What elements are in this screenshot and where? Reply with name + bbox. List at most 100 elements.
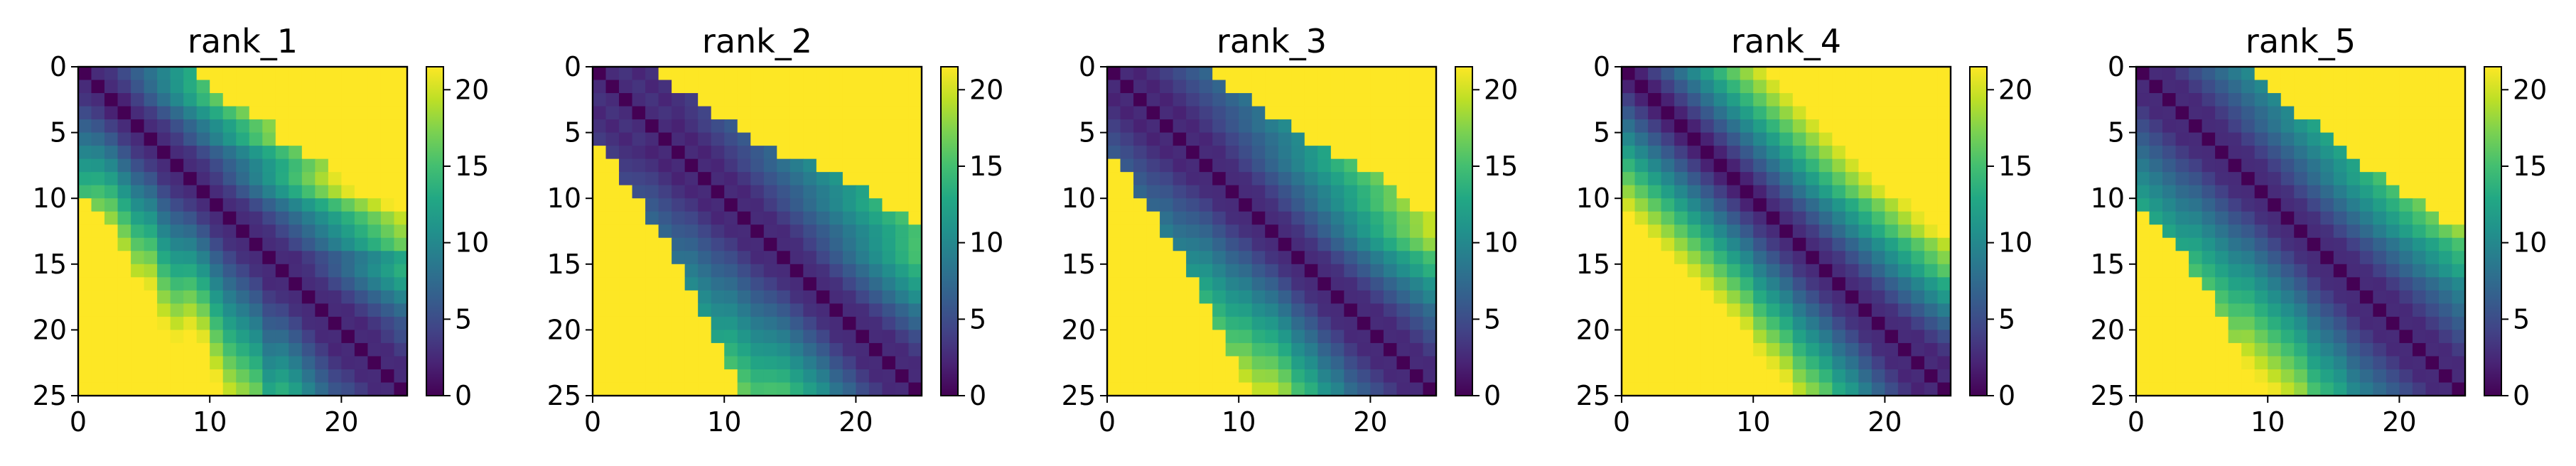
heatmap-cell — [354, 369, 369, 384]
heatmap-cell — [262, 264, 276, 278]
heatmap-cell — [380, 158, 395, 173]
heatmap-cell — [196, 330, 210, 344]
heatmap-cell — [2175, 342, 2189, 357]
heatmap-cell — [2307, 119, 2321, 134]
heatmap-cell — [1225, 290, 1239, 304]
heatmap-cell — [1687, 277, 1701, 291]
heatmap-cell — [1291, 146, 1305, 160]
heatmap-cell — [868, 342, 883, 357]
heatmap-cell — [777, 316, 791, 330]
heatmap-cell — [1634, 198, 1649, 212]
heatmap-cell — [131, 93, 145, 107]
heatmap-cell — [157, 80, 171, 94]
heatmap-cell — [672, 146, 686, 160]
heatmap-cell — [1396, 251, 1411, 265]
heatmap-cell — [1661, 224, 1675, 239]
heatmap-cell — [249, 382, 263, 396]
heatmap-cell — [1409, 277, 1424, 291]
heatmap-cell — [2268, 330, 2282, 344]
heatmap-cell — [1634, 132, 1649, 146]
heatmap-cell — [1278, 356, 1292, 370]
heatmap-cell — [1265, 369, 1279, 384]
heatmap-cell — [289, 67, 303, 81]
heatmap-cell — [1344, 356, 1358, 370]
heatmap-cell — [882, 132, 896, 146]
heatmap-cell — [2359, 132, 2373, 146]
heatmap-cell — [2346, 106, 2361, 120]
heatmap-cell — [2294, 132, 2308, 146]
heatmap-cell — [2333, 80, 2347, 94]
heatmap-cell — [2162, 316, 2177, 330]
heatmap-cell — [1634, 356, 1649, 370]
heatmap-cell — [2399, 290, 2413, 304]
heatmap-cell — [1330, 342, 1344, 357]
heatmap-cell — [1265, 356, 1279, 370]
heatmap-cell — [144, 119, 158, 134]
heatmap-cell — [803, 342, 817, 357]
heatmap-cell — [394, 290, 408, 304]
heatmap-cell — [1937, 224, 1951, 239]
heatmap-cell — [1357, 237, 1371, 251]
heatmap-cell — [1753, 80, 1767, 94]
heatmap-cell — [1806, 132, 1820, 146]
heatmap-cell — [1648, 264, 1662, 278]
heatmap-cell — [816, 172, 830, 186]
heatmap-cell — [2175, 251, 2189, 265]
heatmap-cell — [275, 330, 289, 344]
heatmap-cell — [1701, 342, 1715, 357]
heatmap-cell — [605, 356, 620, 370]
heatmap-cell — [2241, 119, 2256, 134]
heatmap-cell — [895, 342, 910, 357]
heatmap-cell — [1911, 303, 1925, 318]
heatmap-cell — [289, 93, 303, 107]
heatmap-cell — [1911, 80, 1925, 94]
heatmap-cell — [2425, 382, 2440, 396]
heatmap-cell — [341, 251, 355, 265]
heatmap-cell — [1634, 382, 1649, 396]
heatmap-cell — [895, 303, 910, 318]
heatmap-cell — [1753, 290, 1767, 304]
heatmap-cell — [1383, 303, 1398, 318]
heatmap-cell — [868, 303, 883, 318]
heatmap-cell — [803, 158, 817, 173]
heatmap-cell — [2175, 106, 2189, 120]
heatmap-cell — [1713, 264, 1728, 278]
heatmap-cell — [2228, 369, 2242, 384]
heatmap-cell — [1304, 330, 1318, 344]
heatmap-cell — [1779, 132, 1794, 146]
heatmap-cell — [328, 303, 342, 318]
heatmap-cell — [1357, 382, 1371, 396]
heatmap-cell — [816, 224, 830, 239]
heatmap-cell — [1423, 93, 1437, 107]
heatmap-cell — [882, 224, 896, 239]
heatmap-cell — [117, 342, 131, 357]
heatmap-cell — [1199, 342, 1213, 357]
heatmap-cell — [789, 211, 804, 225]
heatmap-cell — [2268, 185, 2282, 199]
colorbar-tick-label: 15 — [455, 151, 489, 182]
heatmap-cell — [2268, 316, 2282, 330]
heatmap-cell — [2307, 172, 2321, 186]
heatmap-cell — [2373, 146, 2387, 160]
heatmap-cell — [1661, 146, 1675, 160]
heatmap-cell — [1818, 211, 1833, 225]
heatmap-cell — [2254, 251, 2268, 265]
heatmap-cell — [750, 277, 765, 291]
heatmap-cell — [1396, 382, 1411, 396]
heatmap-cell — [1251, 342, 1266, 357]
heatmap-cell — [131, 224, 145, 239]
heatmap-cell — [868, 382, 883, 396]
heatmap-cell — [1120, 224, 1134, 239]
heatmap-cell — [605, 369, 620, 384]
heatmap-cell — [1924, 93, 1939, 107]
heatmap-cell — [789, 369, 804, 384]
heatmap-cell — [2452, 67, 2466, 81]
heatmap-cell — [2189, 342, 2203, 357]
heatmap-cell — [2149, 132, 2163, 146]
heatmap-cell — [275, 369, 289, 384]
heatmap-cell — [1727, 382, 1741, 396]
heatmap-cell — [1199, 277, 1213, 291]
heatmap-cell — [1409, 264, 1424, 278]
heatmap-cell — [1634, 316, 1649, 330]
heatmap-cell — [1622, 330, 1636, 344]
